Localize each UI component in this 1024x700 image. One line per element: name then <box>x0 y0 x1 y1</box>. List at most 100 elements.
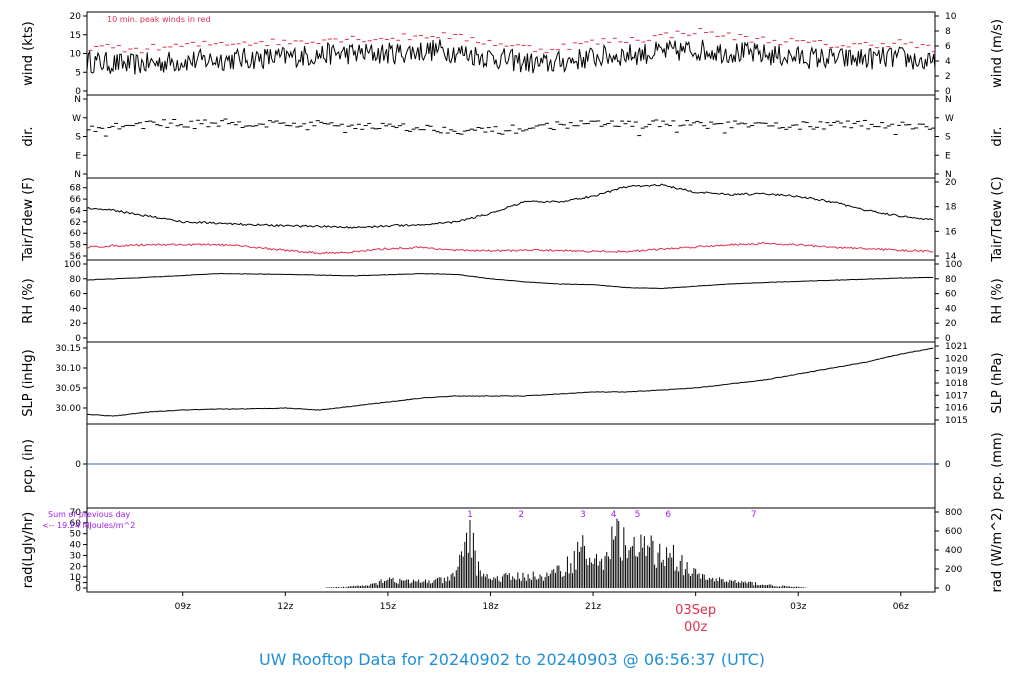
x-tick-label: 06z <box>893 602 909 612</box>
dir-frame <box>86 94 936 179</box>
rh-ytick-label-right: 40 <box>945 304 957 314</box>
rad-ytick-label-left: 0 <box>75 584 81 594</box>
temp-ylabel-left: Tair/Tdew (F) <box>21 177 36 262</box>
date-marker-date: 03Sep <box>675 603 716 618</box>
dir-points-group <box>86 118 936 137</box>
wind-ytick-label-right: 0 <box>945 87 951 97</box>
dir-ylabel-left: dir. <box>21 126 36 146</box>
rad-ylabel-left: rad(Lgly/hr) <box>21 512 36 588</box>
wind-ytick-label-left: 0 <box>75 87 81 97</box>
slp-ytick-label-right: 1018 <box>945 379 968 389</box>
slp-ytick-label-right: 1015 <box>945 416 968 426</box>
tair-series-line <box>86 183 934 229</box>
rad-ytick-label-left: 50 <box>70 530 82 540</box>
wind-peak-group <box>88 28 937 54</box>
temp-ylabel-right: Tair/Tdew (C) <box>990 176 1005 262</box>
dir-ytick-label-right: E <box>945 151 951 161</box>
rh-frame <box>86 259 936 343</box>
wind-ytick-label-right: 6 <box>945 42 951 52</box>
tdew-series-line <box>86 242 934 255</box>
dir-ytick-label-left: S <box>75 133 81 143</box>
rad-ytick-label-left: 60 <box>70 519 82 529</box>
dir-ytick-label-left: N <box>74 170 81 180</box>
slp-ytick-label-left: 30.15 <box>55 344 81 354</box>
temp-ytick-label-left: 66 <box>70 195 82 205</box>
rh-ylabel-left: RH (%) <box>21 278 36 323</box>
rh-ytick-label-left: 60 <box>70 290 82 300</box>
rad-ytick-label-left: 10 <box>70 573 82 583</box>
slp-ytick-label-right: 1017 <box>945 391 968 401</box>
rad-panel: rad(Lgly/hr) rad (W/m^2)05102030405060700… <box>21 507 1005 594</box>
slp-ytick-label-right: 1019 <box>945 367 968 377</box>
x-tick-label: 12z <box>277 602 293 612</box>
temp-ytick-label-left: 60 <box>70 229 82 239</box>
wind-panel: wind (kts) wind (m/s) 0 5 10 15 20 0 2 4 6 8 10 10 mi… <box>21 11 1005 97</box>
rad-marker-label: 5 <box>635 510 641 520</box>
dir-ytick-label-left: E <box>75 151 81 161</box>
rad-marker-label: 6 <box>665 510 671 520</box>
rad-marker-label: 7 <box>751 510 757 520</box>
dir-ylabel-right: dir. <box>990 126 1005 146</box>
rad-marker-label: 2 <box>518 510 524 520</box>
date-marker-label: 00z <box>684 620 708 635</box>
rad-ytick-label-right: 600 <box>945 527 962 537</box>
slp-panel: SLP (inHg) SLP (hPa) 30.00 30.05 30.10 30.15 1… <box>21 341 1005 426</box>
rad-marker-label: 1 <box>467 510 473 520</box>
wind-ytick-label-right: 10 <box>945 12 957 22</box>
rad-ylabel-right: rad (W/m^2) <box>990 508 1005 593</box>
rad-frame <box>86 507 936 593</box>
x-tick-label: 09z <box>175 602 191 612</box>
wind-ylabel-right: wind (m/s) <box>990 19 1005 88</box>
temp-ytick-label-right: 18 <box>945 203 957 213</box>
wind-series-line <box>86 39 936 75</box>
slp-ylabel-left: SLP (inHg) <box>21 349 36 417</box>
rad-ytick-label-left: 30 <box>70 551 82 561</box>
temp-ytick-label-right: 20 <box>945 178 957 188</box>
rad-ytick-label-left: 20 <box>70 562 82 572</box>
rad-marker-label: 3 <box>580 510 586 520</box>
rad-annotation-line2: <-- 19.24 MJoules/m^2 <box>42 521 135 530</box>
slp-ytick-label-right: 1021 <box>945 342 968 352</box>
wind-ytick-label-left: 20 <box>70 12 82 22</box>
rh-ytick-label-left: 100 <box>64 260 81 270</box>
wind-ytick-label-left: 5 <box>75 68 81 78</box>
rh-ylabel-right: RH (%) <box>990 278 1005 323</box>
slp-ytick-label-left: 30.05 <box>55 384 81 394</box>
rad-ytick-label-left: 5 <box>75 579 81 589</box>
rad-marker-label: 4 <box>611 510 617 520</box>
rad-ytick-label-right: 400 <box>945 546 962 556</box>
dir-ytick-label-left: N <box>74 95 81 105</box>
slp-series-line <box>86 347 934 417</box>
dir-ytick-label-left: W <box>72 114 81 124</box>
temp-ytick-label-left: 68 <box>70 184 82 194</box>
x-tick-label: 18z <box>482 602 498 612</box>
x-tick-label: 03z <box>790 602 806 612</box>
temp-ytick-label-left: 58 <box>70 241 82 251</box>
temp-ytick-label-left: 64 <box>70 206 82 216</box>
pcp-frame <box>86 423 936 509</box>
rh-ytick-label-right: 80 <box>945 275 957 285</box>
pcp-ytick-label-right: 0 <box>945 460 951 470</box>
rh-ytick-label-left: 40 <box>70 304 82 314</box>
rad-ytick-label-right: 200 <box>945 565 962 575</box>
rad-ytick-label-left: 70 <box>70 508 82 518</box>
rh-ytick-label-right: 20 <box>945 319 957 329</box>
x-axis-group: 09z 12z 15z 18z 21z 03z 06z 03Sep 00z <box>175 592 909 635</box>
wind-ytick-label-right: 8 <box>945 27 951 37</box>
pcp-ylabel-right: pcp. (mm) <box>990 432 1005 499</box>
wind-ylabel-left: wind (kts) <box>21 21 36 85</box>
dir-ytick-label-right: W <box>945 114 954 124</box>
rh-ytick-label-left: 20 <box>70 319 82 329</box>
temp-ytick-label-right: 14 <box>945 252 957 262</box>
wind-frame <box>86 11 936 96</box>
slp-ytick-label-left: 30.00 <box>55 404 81 414</box>
temp-ytick-label-left: 62 <box>70 218 81 228</box>
wind-ytick-label-left: 10 <box>70 50 82 60</box>
rh-series-line <box>87 273 934 290</box>
x-tick-label: 15z <box>380 602 396 612</box>
rh-ytick-label-left: 0 <box>75 334 81 344</box>
temp-frame <box>86 177 936 261</box>
